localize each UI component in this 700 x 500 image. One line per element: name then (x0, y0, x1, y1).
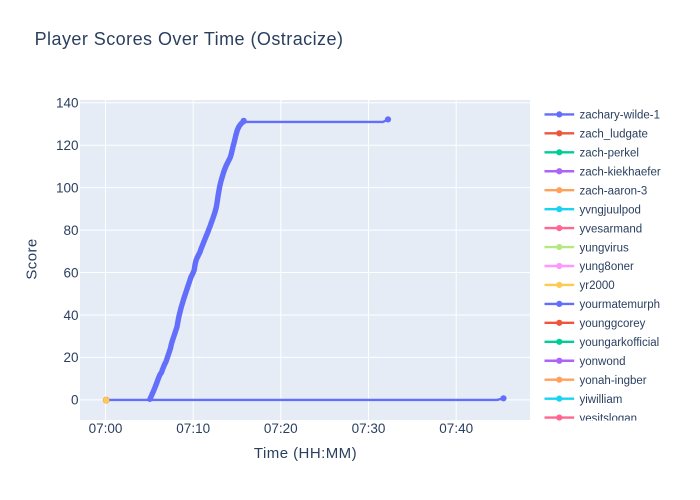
svg-text:100: 100 (56, 180, 79, 195)
svg-text:yonwond: yonwond (580, 356, 626, 368)
svg-text:07:00: 07:00 (89, 421, 123, 436)
svg-text:yourmatemurph: yourmatemurph (580, 299, 661, 311)
svg-text:yungvirus: yungvirus (580, 242, 629, 254)
svg-text:younggcorey: younggcorey (580, 318, 646, 330)
svg-text:yesitslogan: yesitslogan (580, 413, 638, 425)
svg-text:80: 80 (63, 223, 78, 238)
svg-text:youngarkofficial: youngarkofficial (580, 337, 660, 349)
svg-text:yvesarmand: yvesarmand (580, 223, 643, 235)
svg-text:yvngjuulpod: yvngjuulpod (580, 204, 641, 216)
svg-text:120: 120 (56, 138, 79, 153)
svg-text:07:40: 07:40 (439, 421, 473, 436)
svg-text:20: 20 (63, 350, 78, 365)
svg-text:yonah-ingber: yonah-ingber (580, 375, 647, 387)
svg-text:Score: Score (24, 238, 41, 279)
svg-text:Player Scores Over Time (Ostra: Player Scores Over Time (Ostracize) (35, 29, 344, 49)
svg-text:zach-perkel: zach-perkel (580, 148, 639, 160)
svg-text:07:10: 07:10 (176, 421, 210, 436)
svg-text:zach-aaron-3: zach-aaron-3 (580, 185, 648, 197)
svg-text:zach_ludgate: zach_ludgate (580, 129, 648, 141)
svg-text:zachary-wilde-1: zachary-wilde-1 (580, 110, 661, 122)
svg-text:07:30: 07:30 (352, 421, 386, 436)
svg-text:yiwilliam: yiwilliam (580, 394, 623, 406)
svg-text:40: 40 (63, 308, 78, 323)
svg-text:yung8oner: yung8oner (580, 261, 635, 273)
svg-text:07:20: 07:20 (264, 421, 298, 436)
svg-text:0: 0 (71, 393, 79, 408)
svg-text:140: 140 (56, 96, 79, 111)
svg-text:Time (HH:MM): Time (HH:MM) (254, 445, 357, 462)
svg-text:yr2000: yr2000 (580, 280, 615, 292)
svg-text:zach-kiekhaefer: zach-kiekhaefer (580, 166, 661, 178)
svg-text:60: 60 (63, 265, 78, 280)
